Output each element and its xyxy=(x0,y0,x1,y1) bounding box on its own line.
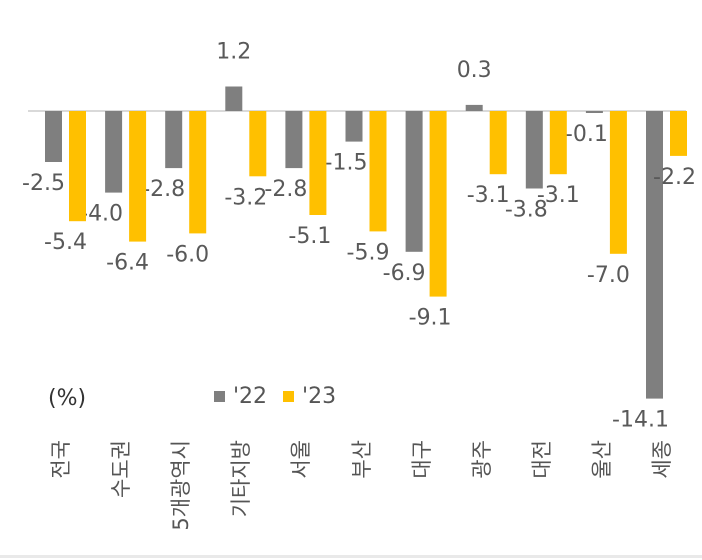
bar-22-10 xyxy=(646,111,663,399)
bar-23-5 xyxy=(369,111,387,232)
bar-22-4 xyxy=(285,111,303,169)
data-label-23-0: -5.4 xyxy=(44,230,87,255)
bar-23-10 xyxy=(670,111,687,156)
category-label-5: 부산 xyxy=(349,440,374,479)
category-label-9: 울산 xyxy=(589,440,614,479)
data-label-22-0: -2.5 xyxy=(22,171,65,196)
bar-22-5 xyxy=(345,111,363,142)
bar-23-8 xyxy=(549,111,567,175)
bar-22-7 xyxy=(465,104,483,111)
data-label-23-2: -6.0 xyxy=(166,242,209,267)
data-label-22-3: 1.2 xyxy=(216,40,251,65)
bar-23-4 xyxy=(309,111,327,215)
data-label-22-10: -14.1 xyxy=(612,408,669,433)
data-label-23-9: -7.0 xyxy=(587,263,630,288)
data-label-23-8: -3.1 xyxy=(537,183,580,208)
bar-22-9 xyxy=(585,111,603,113)
category-label-1: 수도권 xyxy=(109,440,134,498)
legend-swatch-23 xyxy=(283,391,295,402)
legend-swatch-22 xyxy=(214,391,225,402)
bar-23-9 xyxy=(609,111,627,254)
data-label-22-6: -6.9 xyxy=(383,261,426,286)
data-label-22-4: -2.8 xyxy=(264,177,307,202)
bar-22-8 xyxy=(525,111,543,189)
category-label-6: 대구 xyxy=(409,440,434,479)
bottom-divider xyxy=(0,555,702,558)
bar-22-1 xyxy=(105,111,123,193)
category-label-4: 서울 xyxy=(289,440,314,479)
data-label-22-1: -4.0 xyxy=(80,202,123,227)
data-label-23-3: -3.2 xyxy=(224,185,267,210)
legend: '22 '23 xyxy=(214,384,352,409)
legend-item-22: '22 xyxy=(214,384,267,409)
bar-22-0 xyxy=(45,111,62,162)
bar-23-3 xyxy=(249,111,267,177)
bar-23-2 xyxy=(189,111,207,234)
data-label-23-4: -5.1 xyxy=(288,224,331,249)
category-label-2: 5개광역시 xyxy=(169,440,194,531)
legend-item-23: '23 xyxy=(283,384,336,409)
bar-22-6 xyxy=(405,111,423,252)
data-label-23-6: -9.1 xyxy=(409,306,452,331)
category-label-0: 전국 xyxy=(49,440,73,479)
bar-23-7 xyxy=(489,111,507,175)
data-label-23-10: -2.2 xyxy=(653,165,696,190)
data-label-23-7: -3.1 xyxy=(467,183,510,208)
bar-22-3 xyxy=(225,86,243,111)
data-label-23-5: -5.9 xyxy=(347,240,390,265)
unit-label: (%) xyxy=(48,386,87,411)
legend-label-23: '23 xyxy=(302,384,337,409)
bar-22-2 xyxy=(165,111,183,169)
data-label-22-8: -3.8 xyxy=(505,198,548,223)
category-label-8: 대전 xyxy=(529,440,554,479)
data-label-22-7: 0.3 xyxy=(457,58,492,83)
bar-23-1 xyxy=(129,111,147,242)
category-label-3: 기타지방 xyxy=(229,440,254,518)
data-label-22-2: -2.8 xyxy=(142,177,185,202)
data-label-23-1: -6.4 xyxy=(106,251,149,276)
legend-label-22: '22 xyxy=(233,384,268,409)
category-label-7: 광주 xyxy=(469,440,494,479)
bar-23-6 xyxy=(429,111,447,297)
data-label-22-5: -1.5 xyxy=(325,151,368,176)
category-label-10: 세종 xyxy=(650,440,674,479)
data-label-22-9: -0.1 xyxy=(565,122,608,147)
bar-23-0 xyxy=(69,111,86,222)
